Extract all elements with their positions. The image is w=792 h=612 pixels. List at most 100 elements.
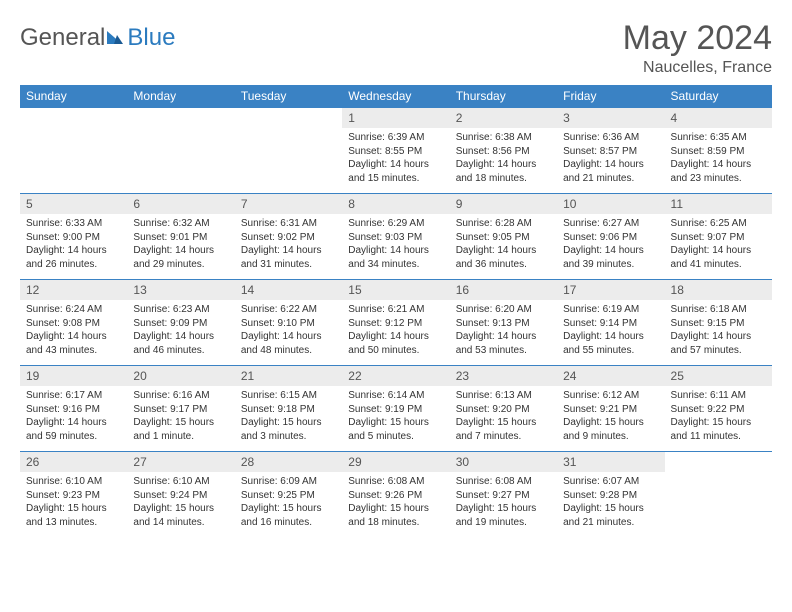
day-number — [665, 452, 772, 472]
day-details: Sunrise: 6:33 AMSunset: 9:00 PMDaylight:… — [20, 214, 127, 275]
day-details: Sunrise: 6:08 AMSunset: 9:27 PMDaylight:… — [450, 472, 557, 533]
daylight-text: Daylight: 14 hours and 46 minutes. — [133, 330, 228, 357]
day-number: 20 — [127, 366, 234, 386]
weekday-header: Saturday — [665, 85, 772, 108]
day-details: Sunrise: 6:21 AMSunset: 9:12 PMDaylight:… — [342, 300, 449, 361]
day-number: 6 — [127, 194, 234, 214]
sunrise-text: Sunrise: 6:09 AM — [241, 475, 336, 489]
sunset-text: Sunset: 8:59 PM — [671, 145, 766, 159]
daylight-text: Daylight: 15 hours and 3 minutes. — [241, 416, 336, 443]
sunrise-text: Sunrise: 6:25 AM — [671, 217, 766, 231]
sunrise-text: Sunrise: 6:38 AM — [456, 131, 551, 145]
sunset-text: Sunset: 9:15 PM — [671, 317, 766, 331]
daylight-text: Daylight: 15 hours and 5 minutes. — [348, 416, 443, 443]
calendar-cell: 5Sunrise: 6:33 AMSunset: 9:00 PMDaylight… — [20, 194, 127, 280]
sunrise-text: Sunrise: 6:31 AM — [241, 217, 336, 231]
day-number: 27 — [127, 452, 234, 472]
sunrise-text: Sunrise: 6:13 AM — [456, 389, 551, 403]
day-number: 31 — [557, 452, 664, 472]
calendar-cell: 3Sunrise: 6:36 AMSunset: 8:57 PMDaylight… — [557, 108, 664, 194]
weekday-header-row: SundayMondayTuesdayWednesdayThursdayFrid… — [20, 85, 772, 108]
brand-logo: General Blue — [20, 20, 175, 52]
daylight-text: Daylight: 14 hours and 48 minutes. — [241, 330, 336, 357]
sunset-text: Sunset: 9:01 PM — [133, 231, 228, 245]
calendar-cell — [127, 108, 234, 194]
day-number: 7 — [235, 194, 342, 214]
sunset-text: Sunset: 9:20 PM — [456, 403, 551, 417]
day-number: 14 — [235, 280, 342, 300]
calendar-cell — [235, 108, 342, 194]
sunrise-text: Sunrise: 6:16 AM — [133, 389, 228, 403]
sunrise-text: Sunrise: 6:24 AM — [26, 303, 121, 317]
calendar-cell: 4Sunrise: 6:35 AMSunset: 8:59 PMDaylight… — [665, 108, 772, 194]
daylight-text: Daylight: 14 hours and 43 minutes. — [26, 330, 121, 357]
day-number: 26 — [20, 452, 127, 472]
day-details: Sunrise: 6:14 AMSunset: 9:19 PMDaylight:… — [342, 386, 449, 447]
daylight-text: Daylight: 15 hours and 19 minutes. — [456, 502, 551, 529]
daylight-text: Daylight: 14 hours and 29 minutes. — [133, 244, 228, 271]
sunset-text: Sunset: 9:17 PM — [133, 403, 228, 417]
sunset-text: Sunset: 9:26 PM — [348, 489, 443, 503]
calendar-cell: 10Sunrise: 6:27 AMSunset: 9:06 PMDayligh… — [557, 194, 664, 280]
daylight-text: Daylight: 14 hours and 15 minutes. — [348, 158, 443, 185]
sunrise-text: Sunrise: 6:17 AM — [26, 389, 121, 403]
sunset-text: Sunset: 9:18 PM — [241, 403, 336, 417]
weekday-header: Friday — [557, 85, 664, 108]
day-details: Sunrise: 6:25 AMSunset: 9:07 PMDaylight:… — [665, 214, 772, 275]
calendar-cell: 9Sunrise: 6:28 AMSunset: 9:05 PMDaylight… — [450, 194, 557, 280]
sunrise-text: Sunrise: 6:19 AM — [563, 303, 658, 317]
daylight-text: Daylight: 15 hours and 18 minutes. — [348, 502, 443, 529]
day-number: 16 — [450, 280, 557, 300]
calendar-cell: 26Sunrise: 6:10 AMSunset: 9:23 PMDayligh… — [20, 452, 127, 538]
daylight-text: Daylight: 14 hours and 55 minutes. — [563, 330, 658, 357]
sunset-text: Sunset: 8:55 PM — [348, 145, 443, 159]
brand-part1: General — [20, 24, 105, 52]
calendar-row: 19Sunrise: 6:17 AMSunset: 9:16 PMDayligh… — [20, 366, 772, 452]
sunset-text: Sunset: 9:10 PM — [241, 317, 336, 331]
calendar-cell: 25Sunrise: 6:11 AMSunset: 9:22 PMDayligh… — [665, 366, 772, 452]
sunrise-text: Sunrise: 6:08 AM — [348, 475, 443, 489]
day-details: Sunrise: 6:39 AMSunset: 8:55 PMDaylight:… — [342, 128, 449, 189]
sunrise-text: Sunrise: 6:27 AM — [563, 217, 658, 231]
calendar-cell — [20, 108, 127, 194]
calendar-cell: 14Sunrise: 6:22 AMSunset: 9:10 PMDayligh… — [235, 280, 342, 366]
calendar-cell: 21Sunrise: 6:15 AMSunset: 9:18 PMDayligh… — [235, 366, 342, 452]
weekday-header: Thursday — [450, 85, 557, 108]
day-details: Sunrise: 6:15 AMSunset: 9:18 PMDaylight:… — [235, 386, 342, 447]
calendar-cell: 8Sunrise: 6:29 AMSunset: 9:03 PMDaylight… — [342, 194, 449, 280]
header: General Blue May 2024 Naucelles, France — [20, 20, 772, 77]
sunrise-text: Sunrise: 6:32 AM — [133, 217, 228, 231]
day-number: 2 — [450, 108, 557, 128]
day-number: 28 — [235, 452, 342, 472]
day-number: 9 — [450, 194, 557, 214]
daylight-text: Daylight: 14 hours and 18 minutes. — [456, 158, 551, 185]
calendar-cell: 17Sunrise: 6:19 AMSunset: 9:14 PMDayligh… — [557, 280, 664, 366]
day-number: 8 — [342, 194, 449, 214]
daylight-text: Daylight: 15 hours and 1 minute. — [133, 416, 228, 443]
day-number — [235, 108, 342, 128]
day-details: Sunrise: 6:35 AMSunset: 8:59 PMDaylight:… — [665, 128, 772, 189]
daylight-text: Daylight: 14 hours and 21 minutes. — [563, 158, 658, 185]
flag-icon — [107, 29, 125, 47]
sunrise-text: Sunrise: 6:39 AM — [348, 131, 443, 145]
calendar-cell: 27Sunrise: 6:10 AMSunset: 9:24 PMDayligh… — [127, 452, 234, 538]
day-number: 4 — [665, 108, 772, 128]
day-details: Sunrise: 6:20 AMSunset: 9:13 PMDaylight:… — [450, 300, 557, 361]
sunrise-text: Sunrise: 6:08 AM — [456, 475, 551, 489]
sunrise-text: Sunrise: 6:12 AM — [563, 389, 658, 403]
calendar-cell: 23Sunrise: 6:13 AMSunset: 9:20 PMDayligh… — [450, 366, 557, 452]
day-details: Sunrise: 6:11 AMSunset: 9:22 PMDaylight:… — [665, 386, 772, 447]
sunset-text: Sunset: 9:19 PM — [348, 403, 443, 417]
sunset-text: Sunset: 9:09 PM — [133, 317, 228, 331]
daylight-text: Daylight: 14 hours and 36 minutes. — [456, 244, 551, 271]
sunset-text: Sunset: 9:27 PM — [456, 489, 551, 503]
calendar-cell: 24Sunrise: 6:12 AMSunset: 9:21 PMDayligh… — [557, 366, 664, 452]
sunset-text: Sunset: 9:25 PM — [241, 489, 336, 503]
sunset-text: Sunset: 9:00 PM — [26, 231, 121, 245]
sunrise-text: Sunrise: 6:07 AM — [563, 475, 658, 489]
calendar-cell: 12Sunrise: 6:24 AMSunset: 9:08 PMDayligh… — [20, 280, 127, 366]
day-details: Sunrise: 6:17 AMSunset: 9:16 PMDaylight:… — [20, 386, 127, 447]
daylight-text: Daylight: 14 hours and 31 minutes. — [241, 244, 336, 271]
calendar-cell: 19Sunrise: 6:17 AMSunset: 9:16 PMDayligh… — [20, 366, 127, 452]
day-number: 23 — [450, 366, 557, 386]
